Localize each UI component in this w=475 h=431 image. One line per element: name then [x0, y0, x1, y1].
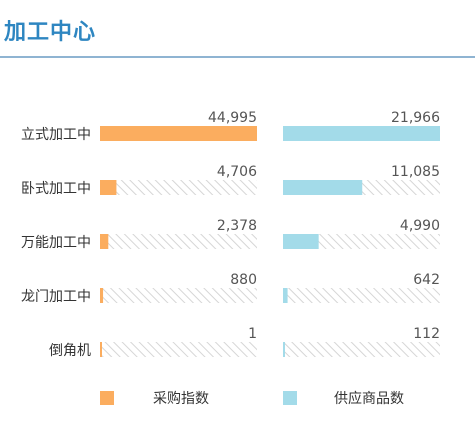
category-label: 立式加工中 [21, 127, 91, 143]
purchase-value-label: 2,378 [217, 218, 257, 234]
legend-label-purchase: 采购指数 [153, 391, 209, 407]
purchase-value-label: 1 [248, 326, 257, 342]
purchase-bar [100, 342, 102, 357]
purchase-bar [100, 288, 104, 303]
supply-bar [283, 342, 285, 357]
supply-value-label: 4,990 [400, 218, 440, 234]
supply-value-label: 112 [413, 326, 440, 342]
bar-track [283, 342, 440, 357]
legend-swatch-supply [283, 391, 297, 405]
title-divider [0, 56, 475, 58]
purchase-value-label: 880 [230, 272, 257, 288]
supply-value-label: 21,966 [391, 110, 440, 126]
bar-track [283, 288, 440, 303]
category-label: 龙门加工中 [21, 289, 91, 305]
purchase-bar [100, 180, 117, 195]
bar-track [100, 342, 257, 357]
purchase-value-label: 4,706 [217, 164, 257, 180]
purchase-value-label: 44,995 [208, 110, 257, 126]
supply-bar [283, 234, 319, 249]
bar-track [100, 234, 257, 249]
legend-label-supply: 供应商品数 [334, 390, 404, 407]
supply-bar [283, 288, 288, 303]
supply-value-label: 11,085 [391, 164, 440, 180]
bar-track [100, 180, 257, 195]
purchase-bar [100, 234, 109, 249]
page-title: 加工中心 [4, 20, 97, 45]
category-label: 倒角机 [49, 343, 91, 359]
category-label: 万能加工中 [21, 235, 91, 251]
legend-swatch-purchase [100, 391, 114, 405]
bar-track [100, 288, 257, 303]
supply-bar [283, 126, 440, 141]
supply-value-label: 642 [413, 272, 440, 288]
bar-track [283, 234, 440, 249]
supply-bar [283, 180, 363, 195]
purchase-bar [100, 126, 257, 141]
category-label: 卧式加工中 [21, 181, 91, 197]
